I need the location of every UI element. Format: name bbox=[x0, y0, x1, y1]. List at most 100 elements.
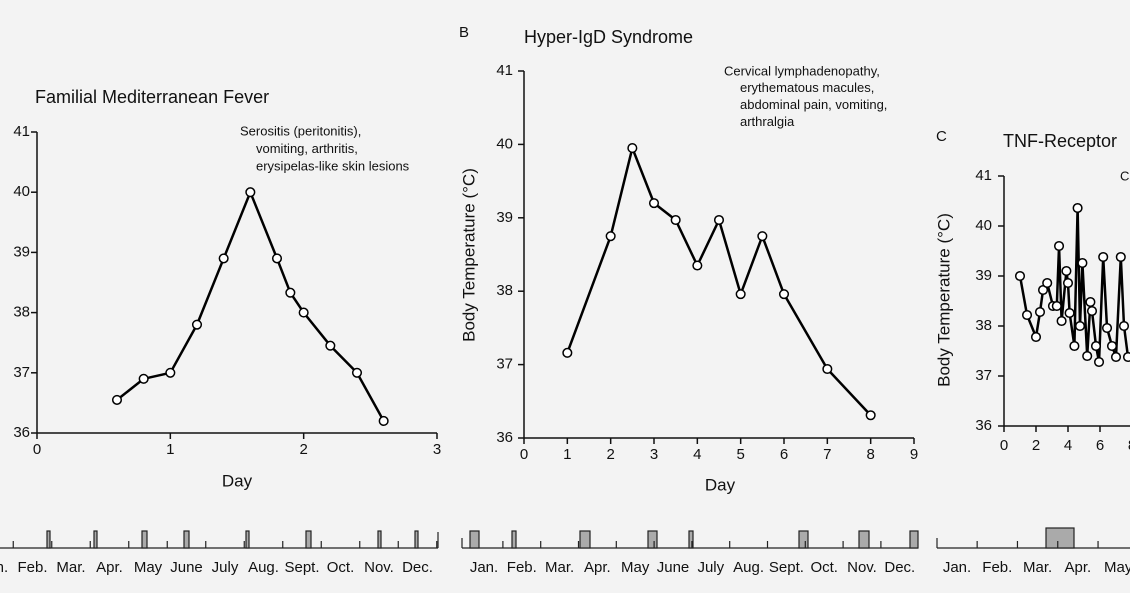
annotation: Cervical lymphadenopathy, bbox=[724, 63, 880, 78]
data-point bbox=[1030, 331, 1042, 343]
chart-title: TNF-Receptor bbox=[1003, 131, 1117, 151]
y-axis-label: Body Temperature (°C) bbox=[934, 213, 953, 387]
month-label: Jan. bbox=[0, 559, 8, 576]
month-label: Aug. bbox=[733, 559, 764, 576]
timeline-b bbox=[461, 530, 919, 549]
data-point bbox=[562, 347, 573, 358]
y-tick-label: 40 bbox=[496, 135, 513, 152]
data-point bbox=[735, 289, 746, 300]
panel-label: B bbox=[459, 24, 469, 41]
data-point bbox=[627, 143, 638, 154]
x-tick-label: 8 bbox=[1128, 437, 1130, 454]
month-label: Oct. bbox=[327, 559, 355, 576]
data-point bbox=[218, 253, 229, 264]
data-point bbox=[778, 289, 790, 300]
month-label: Feb. bbox=[507, 559, 537, 576]
y-tick-label: 38 bbox=[13, 304, 30, 321]
month-label: Aug. bbox=[248, 559, 279, 576]
data-line bbox=[566, 146, 872, 417]
data-point bbox=[865, 410, 876, 421]
data-point bbox=[1072, 202, 1083, 214]
y-tick-label: 37 bbox=[975, 367, 992, 384]
data-point bbox=[165, 367, 176, 378]
data-point bbox=[692, 260, 703, 271]
month-label: May bbox=[1104, 559, 1130, 576]
y-tick-label: 38 bbox=[496, 282, 513, 299]
x-tick-label: 4 bbox=[693, 446, 701, 463]
data-point bbox=[245, 187, 256, 198]
month-label: Feb. bbox=[17, 559, 47, 576]
y-tick-label: 39 bbox=[975, 267, 992, 284]
data-point bbox=[138, 373, 149, 384]
data-point bbox=[1101, 322, 1113, 334]
y-tick-label: 36 bbox=[13, 424, 30, 441]
month-label: July bbox=[697, 559, 724, 576]
x-tick-label: 2 bbox=[299, 441, 307, 458]
y-axis-label: Body Temperature (°C) bbox=[459, 168, 478, 342]
month-label: Mar. bbox=[1023, 559, 1052, 576]
data-point bbox=[1042, 277, 1053, 289]
data-point bbox=[351, 367, 363, 378]
month-label: Apr. bbox=[584, 559, 611, 576]
month-label: June bbox=[657, 559, 690, 576]
x-tick-label: 0 bbox=[520, 446, 528, 463]
x-tick-label: 5 bbox=[736, 446, 744, 463]
month-label: Dec. bbox=[884, 559, 915, 576]
timeline-c bbox=[936, 527, 1130, 549]
month-label: Jan. bbox=[943, 559, 971, 576]
annotation: erysipelas-like skin lesions bbox=[256, 158, 410, 173]
data-point bbox=[1061, 265, 1072, 277]
chart-title: Hyper-IgD Syndrome bbox=[524, 27, 693, 47]
y-tick-label: 37 bbox=[496, 356, 513, 373]
data-point bbox=[1074, 320, 1086, 332]
data-point bbox=[1098, 251, 1109, 263]
x-tick-label: 2 bbox=[606, 446, 614, 463]
month-label: Nov. bbox=[364, 559, 394, 576]
month-label: Oct. bbox=[810, 559, 838, 576]
month-label: Sept. bbox=[284, 559, 319, 576]
month-label: Mar. bbox=[545, 559, 574, 576]
y-tick-label: 38 bbox=[975, 317, 992, 334]
data-point bbox=[1064, 307, 1075, 319]
x-tick-label: 1 bbox=[166, 441, 174, 458]
data-point bbox=[1085, 296, 1096, 308]
data-point bbox=[1082, 350, 1093, 362]
data-point bbox=[822, 363, 833, 375]
month-label: June bbox=[170, 559, 203, 576]
month-label: Apr. bbox=[1065, 559, 1092, 576]
x-tick-label: 0 bbox=[33, 441, 41, 458]
data-point bbox=[713, 214, 725, 226]
y-tick-label: 41 bbox=[975, 167, 992, 184]
month-label: May bbox=[134, 559, 163, 576]
y-tick-label: 39 bbox=[496, 209, 513, 226]
x-tick-label: 2 bbox=[1032, 437, 1040, 454]
data-point bbox=[298, 307, 309, 318]
data-point bbox=[605, 231, 616, 242]
data-point bbox=[1069, 340, 1080, 352]
data-point bbox=[378, 415, 389, 427]
month-label: Feb. bbox=[982, 559, 1012, 576]
data-point bbox=[1062, 277, 1074, 289]
data-point bbox=[1021, 309, 1033, 321]
annotation: C bbox=[1120, 168, 1129, 183]
x-axis-label: Day bbox=[705, 475, 736, 494]
data-point bbox=[648, 198, 660, 209]
x-tick-label: 3 bbox=[433, 441, 441, 458]
y-tick-label: 39 bbox=[13, 243, 30, 260]
x-tick-label: 0 bbox=[1000, 437, 1008, 454]
data-point bbox=[271, 253, 283, 264]
data-line bbox=[116, 190, 385, 422]
data-point bbox=[325, 340, 336, 351]
x-tick-label: 4 bbox=[1064, 437, 1072, 454]
data-point bbox=[757, 231, 768, 242]
data-point bbox=[1014, 270, 1026, 282]
x-tick-label: 7 bbox=[823, 446, 831, 463]
month-label: Mar. bbox=[56, 559, 85, 576]
y-tick-label: 40 bbox=[13, 183, 30, 200]
data-point bbox=[1034, 306, 1046, 318]
data-point bbox=[1077, 257, 1088, 269]
data-point bbox=[1090, 340, 1102, 352]
month-label: Sept. bbox=[769, 559, 804, 576]
